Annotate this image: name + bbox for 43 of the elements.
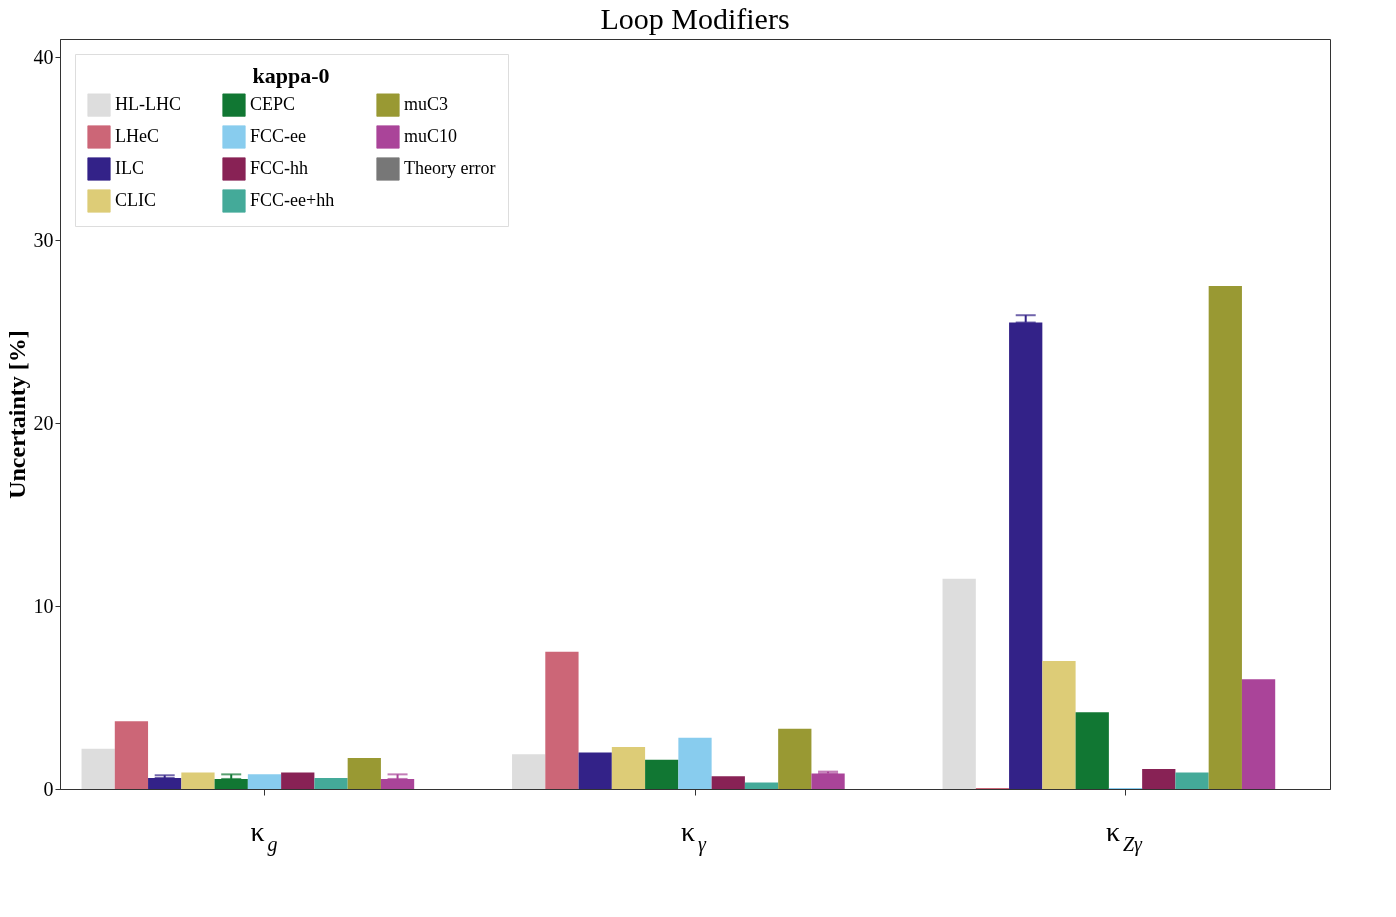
bar [678,737,712,789]
bar [1075,712,1109,789]
legend-label: CEPC [250,94,296,115]
bar [512,754,546,789]
y-axis-title: Uncertainty [%] [3,330,30,499]
legend-label: FCC-ee+hh [250,190,335,210]
y-tick-label: 40 [33,45,54,68]
legend-label: HL-LHC [115,94,181,115]
bar [1175,772,1209,789]
legend-label: muC10 [404,126,458,146]
bar [711,776,745,789]
legend-label: CLIC [115,190,157,210]
bar [247,774,282,789]
legend-label: FCC-hh [250,158,309,178]
legend-label: muC3 [404,94,449,115]
bar [347,757,381,789]
bar [114,721,149,789]
bar [81,748,115,789]
bar [281,772,315,789]
y-tick-label: 10 [33,594,54,617]
legend-label: FCC-ee [250,126,307,146]
bar [1042,660,1076,789]
chart-title: Loop Modifiers [600,2,790,35]
legend-label: ILC [115,158,144,178]
bar [744,782,779,789]
bar [645,759,679,789]
legend-title: kappa-0 [252,63,330,88]
bar [1241,679,1276,789]
y-tick-label: 30 [33,228,54,251]
bar [314,778,348,789]
bar [181,772,215,789]
legend-label: LHeC [115,126,159,146]
legend-label: Theory error [404,158,496,178]
y-tick-label: 20 [33,411,54,434]
bar [942,578,976,789]
bar [1142,768,1176,789]
bar [578,752,612,789]
bar [1208,285,1242,789]
bar [611,746,646,789]
bar [778,728,812,789]
y-tick-label: 0 [43,777,54,800]
bar [545,651,579,789]
bar [1009,322,1043,789]
